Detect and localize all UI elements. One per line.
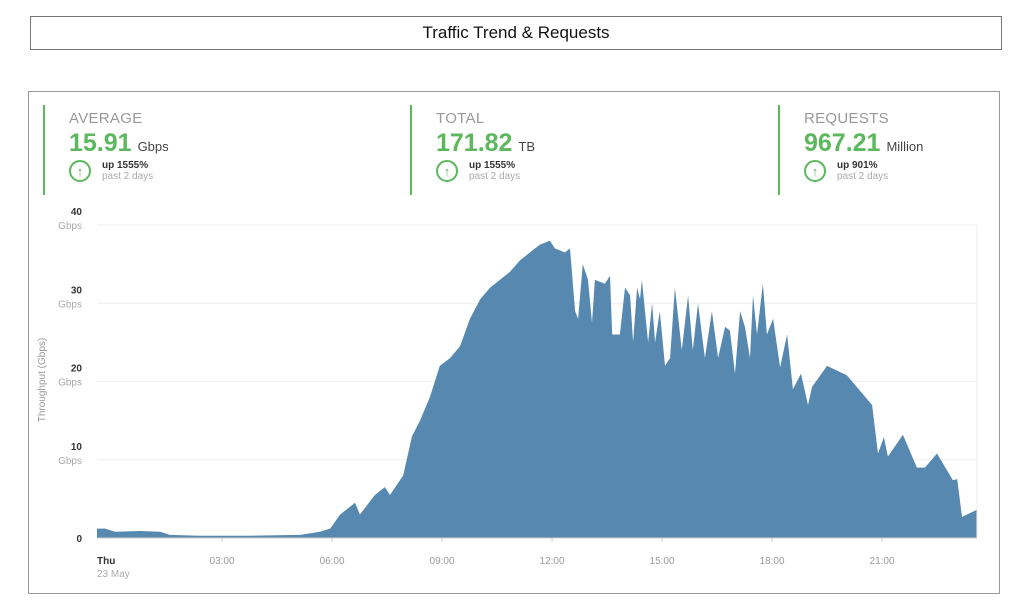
traffic-panel: AVERAGE 15.91 Gbps ↑ up 1555% past 2 days T… [28,91,1000,594]
stat-period: past 2 days [469,171,521,182]
stat-requests: REQUESTS 967.21 Million ↑ up 901% past 2 da… [778,105,923,195]
stat-value: 967.21 [804,129,881,157]
stat-period: past 2 days [102,171,154,182]
stat-value: 171.82 [436,129,513,157]
stat-average: AVERAGE 15.91 Gbps ↑ up 1555% past 2 days [43,105,169,195]
stat-unit: Million [886,139,924,154]
y-tick-label: 40 [71,207,83,218]
x-tick-label: 06:00 [320,556,345,567]
y-tick-label: 10 [71,442,83,453]
x-tick-label: 12:00 [540,556,565,567]
throughput-area [97,240,977,538]
stat-change: up 1555% [469,160,516,171]
y-tick-unit: Gbps [58,299,82,310]
stat-unit: TB [518,139,536,154]
x-tick-label: 03:00 [210,556,235,567]
x-tick-label: 21:00 [870,556,895,567]
y-tick-label: 20 [71,364,83,375]
y-tick-unit: Gbps [58,221,82,232]
x-tick-label: Thu [97,556,115,567]
y-tick-label: 0 [76,534,82,545]
page-title: Traffic Trend & Requests [30,16,1002,50]
stat-period: past 2 days [837,171,889,182]
x-tick-label: 18:00 [760,556,785,567]
arrow-up-icon: ↑ [69,160,91,182]
x-tick-label: 15:00 [650,556,675,567]
stat-change: up 1555% [102,160,149,171]
arrow-up-icon: ↑ [804,160,826,182]
y-tick-unit: Gbps [58,378,82,389]
stat-label: TOTAL [436,110,485,127]
stat-value: 15.91 [69,129,132,157]
stat-label: AVERAGE [69,110,143,127]
stat-label: REQUESTS [804,110,889,127]
y-tick-unit: Gbps [58,456,82,467]
stat-unit: Gbps [137,139,169,154]
y-tick-label: 30 [71,285,83,296]
x-tick-sublabel: 23 May [97,569,130,580]
x-tick-label: 09:00 [430,556,455,567]
stat-change: up 901% [837,160,878,171]
y-axis-title: Throughput (Gbps) [37,338,48,423]
stat-total: TOTAL 171.82 TB ↑ up 1555% past 2 days [410,105,535,195]
arrow-up-icon: ↑ [436,160,458,182]
